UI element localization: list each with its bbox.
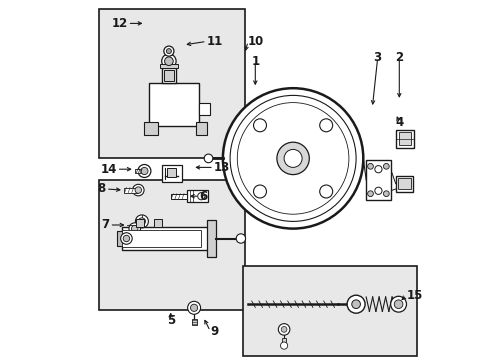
Bar [366, 160, 390, 200]
Bar [160, 64, 178, 68]
Circle shape [187, 301, 200, 314]
Circle shape [236, 234, 245, 243]
Circle shape [281, 327, 286, 332]
Circle shape [278, 324, 289, 335]
Bar [242, 266, 416, 356]
Text: 12: 12 [111, 17, 127, 30]
Circle shape [319, 119, 332, 132]
Circle shape [223, 88, 363, 229]
Text: 8: 8 [98, 183, 106, 195]
Circle shape [280, 342, 287, 349]
Bar [196, 122, 206, 135]
Circle shape [367, 191, 373, 197]
Circle shape [138, 218, 145, 225]
Circle shape [253, 185, 266, 198]
Circle shape [166, 49, 171, 54]
Bar [398, 132, 410, 145]
Circle shape [351, 300, 360, 309]
Circle shape [383, 163, 388, 169]
Bar [170, 194, 186, 199]
Bar [397, 178, 410, 189]
Circle shape [190, 304, 197, 311]
Bar [117, 231, 125, 246]
Circle shape [390, 296, 406, 312]
Text: 15: 15 [406, 289, 422, 302]
Text: 6: 6 [199, 190, 207, 203]
Circle shape [123, 235, 129, 242]
Bar [206, 220, 215, 257]
Bar [191, 319, 196, 325]
Circle shape [204, 154, 212, 163]
Circle shape [253, 119, 266, 132]
Text: 5: 5 [166, 314, 175, 327]
Bar [122, 227, 208, 250]
Circle shape [129, 223, 140, 234]
Bar [99, 180, 244, 310]
Circle shape [284, 149, 302, 167]
Circle shape [138, 165, 151, 177]
Text: 10: 10 [247, 35, 264, 48]
Circle shape [162, 54, 176, 68]
Text: 13: 13 [213, 161, 230, 174]
Circle shape [135, 215, 148, 228]
Text: 4: 4 [394, 116, 403, 129]
Circle shape [346, 295, 365, 313]
Circle shape [164, 57, 173, 66]
Text: 7: 7 [101, 219, 109, 231]
Bar [186, 190, 208, 202]
Bar [162, 68, 176, 83]
Circle shape [141, 167, 148, 175]
Bar [282, 338, 285, 344]
Bar [143, 122, 158, 135]
Text: 9: 9 [210, 325, 218, 338]
Bar [167, 168, 176, 177]
Text: 14: 14 [100, 163, 117, 176]
Circle shape [121, 233, 132, 244]
Bar [149, 83, 199, 126]
Bar [199, 103, 210, 115]
Bar [123, 188, 138, 193]
Circle shape [131, 225, 138, 232]
Text: 3: 3 [373, 51, 381, 64]
Bar [164, 70, 173, 81]
Bar [136, 219, 143, 227]
Circle shape [197, 193, 204, 200]
Text: 2: 2 [394, 51, 403, 64]
Circle shape [374, 187, 381, 194]
Circle shape [393, 300, 402, 309]
Bar [135, 169, 144, 173]
Circle shape [374, 166, 381, 173]
Bar [99, 9, 244, 158]
Circle shape [132, 184, 144, 196]
Bar [154, 219, 162, 227]
Circle shape [367, 163, 373, 169]
Circle shape [276, 142, 309, 175]
Circle shape [163, 46, 174, 56]
Circle shape [319, 185, 332, 198]
Text: 11: 11 [206, 35, 223, 48]
Circle shape [383, 191, 388, 197]
Bar [395, 130, 413, 148]
Bar [162, 165, 181, 182]
Bar [122, 230, 201, 247]
Text: 1: 1 [251, 55, 259, 68]
Bar [395, 176, 412, 192]
Circle shape [135, 187, 141, 193]
